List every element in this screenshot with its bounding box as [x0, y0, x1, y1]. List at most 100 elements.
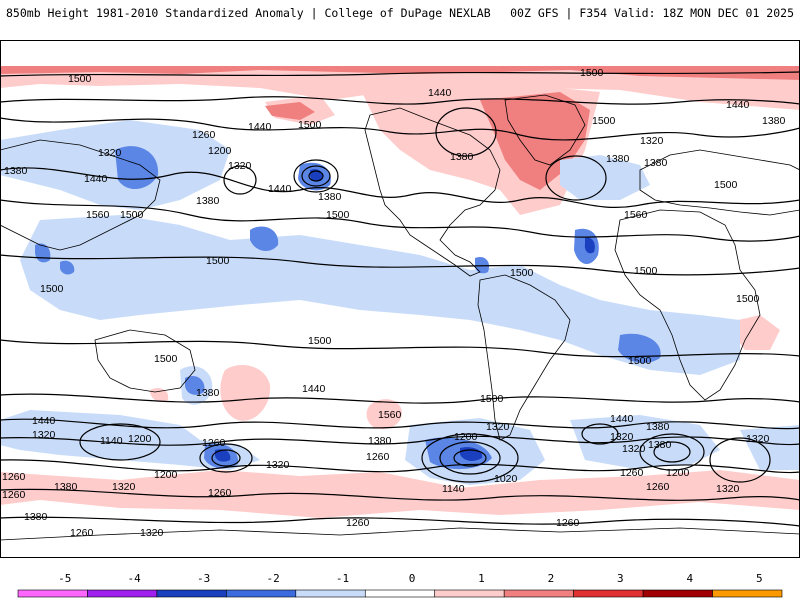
- colorbar-ticks: -5 -4 -3 -2 -1 0 1 2 3 4 5: [58, 572, 762, 585]
- contour-label: 1260: [202, 437, 226, 449]
- contour-label: 1260: [208, 487, 232, 499]
- contour-label: 1200: [154, 469, 178, 481]
- colorbar-segment: [434, 589, 505, 598]
- greenland-outline: [504, 94, 586, 166]
- north-america-outline: [364, 107, 501, 277]
- contour-label: 1500: [308, 335, 332, 347]
- contour-label: 1380: [644, 157, 668, 169]
- africa-outline: [614, 209, 761, 401]
- contour-label: 1200: [666, 467, 690, 479]
- run-info: 00Z GFS | F354 Valid: 18Z MON DEC 01 202…: [510, 6, 794, 20]
- contour-label: 1260: [620, 467, 644, 479]
- contour-label: 1500: [634, 265, 658, 277]
- contour-label: 1440: [248, 121, 272, 133]
- colorbar-tick-label: 1: [478, 572, 485, 585]
- contour-label: 1380: [606, 153, 630, 165]
- contour-label: 1020: [494, 473, 518, 485]
- antarctica-outline: [0, 527, 800, 541]
- australia-outline: [94, 329, 196, 393]
- south-america-outline: [477, 274, 571, 441]
- contour-label: 1500: [510, 267, 534, 279]
- contour-label: 1260: [2, 489, 26, 501]
- contour-label: 1500: [480, 393, 504, 405]
- colorbar-tick-label: 0: [409, 572, 416, 585]
- contour-label: 1260: [192, 129, 216, 141]
- colorbar-tick-label: 2: [548, 572, 555, 585]
- colorbar-segment: [712, 589, 783, 598]
- contour-label: 1260: [70, 527, 94, 539]
- contour-label: 1260: [366, 451, 390, 463]
- contour-label: 1440: [84, 173, 108, 185]
- contour-label: 1500: [592, 115, 616, 127]
- contour-label: 1320: [266, 459, 290, 471]
- contour-label: 1320: [98, 147, 122, 159]
- contour-label: 1380: [368, 435, 392, 447]
- contour-label: 1260: [646, 481, 670, 493]
- contour-label: 1500: [628, 355, 652, 367]
- contour-label: 1380: [24, 511, 48, 523]
- colorbar-tick-label: 4: [687, 572, 694, 585]
- contour-label: 1200: [128, 433, 152, 445]
- contour-label: 1500: [154, 353, 178, 365]
- contour-label: 1500: [736, 293, 760, 305]
- negative-anomaly-shading: [0, 120, 800, 485]
- colorbar: -5 -4 -3 -2 -1 0 1 2 3 4 5: [17, 572, 783, 598]
- contour-label: 1320: [140, 527, 164, 539]
- contour-label: 1380: [54, 481, 78, 493]
- contour-label: 1500: [68, 73, 92, 85]
- contour-label: 1380: [196, 387, 220, 399]
- contour-label: 1440: [32, 415, 56, 427]
- colorbar-segments: [17, 589, 783, 598]
- contour-label: 1500: [326, 209, 350, 221]
- colorbar-segment: [642, 589, 713, 598]
- contour-label: 1560: [378, 409, 402, 421]
- colorbar-segment: [364, 589, 436, 598]
- header: 850mb Height 1981-2010 Standardized Anom…: [0, 0, 800, 26]
- colorbar-tick-label: -4: [128, 572, 142, 585]
- map-title: 850mb Height 1981-2010 Standardized Anom…: [6, 6, 491, 20]
- contour-label: 1440: [302, 383, 326, 395]
- contour-label: 1320: [716, 483, 740, 495]
- height-contours: [0, 71, 800, 527]
- contour-label: 1140: [100, 435, 123, 447]
- contour-label: 1560: [624, 209, 648, 221]
- contour-label: 1500: [580, 67, 604, 79]
- asia-outline: [0, 139, 161, 251]
- anomaly-map: 1500 1500 1440 1440 1500 1500 1260 1320 …: [0, 40, 800, 558]
- colorbar-tick-label: -1: [336, 572, 349, 585]
- contour-label: 1440: [428, 87, 452, 99]
- contour-label: 1320: [32, 429, 56, 441]
- colorbar-tick-label: -5: [58, 572, 71, 585]
- contour-label: 1500: [40, 283, 64, 295]
- contour-label: 1440: [726, 99, 750, 111]
- colorbar-segment: [17, 589, 88, 598]
- contour-label: 1260: [346, 517, 370, 529]
- contour-label: 1200: [454, 431, 478, 443]
- colorbar-tick-label: 3: [617, 572, 624, 585]
- contour-label: 1260: [2, 471, 26, 483]
- contour-label: 1380: [648, 439, 672, 451]
- contour-label: 1380: [196, 195, 220, 207]
- contour-labels: 1500 1500 1440 1440 1500 1500 1260 1320 …: [2, 67, 786, 539]
- colorbar-tick-label: -2: [266, 572, 279, 585]
- contour-label: 1500: [714, 179, 738, 191]
- contour-label: 1380: [762, 115, 786, 127]
- contour-label: 1320: [622, 443, 646, 455]
- colorbar-segment: [87, 589, 158, 598]
- contour-label: 1320: [746, 433, 770, 445]
- contour-label: 1440: [610, 413, 634, 425]
- contour-label: 1500: [298, 119, 322, 131]
- colorbar-tick-label: -3: [197, 572, 210, 585]
- contour-label: 1500: [120, 209, 144, 221]
- colorbar-segment: [156, 589, 227, 598]
- colorbar-segment: [503, 589, 574, 598]
- contour-label: 1380: [4, 165, 28, 177]
- contour-label: 1140: [442, 483, 465, 495]
- contour-label: 1380: [450, 151, 474, 163]
- contour-label: 1320: [640, 135, 664, 147]
- contour-label: 1320: [486, 421, 510, 433]
- contour-label: 1380: [318, 191, 342, 203]
- contour-label: 1500: [206, 255, 230, 267]
- contour-label: 1320: [112, 481, 136, 493]
- colorbar-tick-label: 5: [756, 572, 763, 585]
